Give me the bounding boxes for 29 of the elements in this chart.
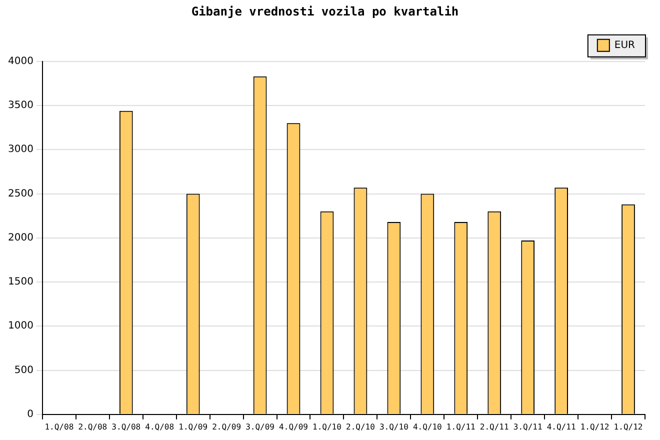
x-tick-label: 4.Q/08 xyxy=(145,422,174,432)
y-tick-label: 2500 xyxy=(8,188,34,200)
x-tick-label: 3.Q/08 xyxy=(112,422,141,432)
x-tick-label: 3.Q/11 xyxy=(513,422,542,432)
x-tick-label: 2.Q/10 xyxy=(346,422,376,432)
x-tick-label: 4.Q/10 xyxy=(412,422,442,432)
x-tick-label: 1.Q/09 xyxy=(178,422,208,432)
x-tick-label: 4.Q/11 xyxy=(546,422,576,432)
x-tick-label: 3.Q/10 xyxy=(379,422,409,432)
x-tick-label: 2.Q/09 xyxy=(212,422,242,432)
chart-title: Gibanje vrednosti vozila po kvartalih xyxy=(191,4,459,18)
x-tick-label: 1.Q/08 xyxy=(44,422,74,432)
x-tick-label: 2.Q/11 xyxy=(480,422,509,432)
x-tick-label: 1.Q/12 xyxy=(614,422,643,432)
y-tick-label: 3000 xyxy=(8,144,34,156)
legend-label: EUR xyxy=(614,40,636,51)
x-tick-label: 1.Q/12 xyxy=(580,422,610,432)
x-tick-label: 4.Q/09 xyxy=(279,422,308,432)
x-tick-label: 2.Q/08 xyxy=(78,422,108,432)
x-tick-label: 3.Q/09 xyxy=(246,422,275,432)
y-tick-label: 4000 xyxy=(8,56,34,67)
x-tick-label: 1.Q/10 xyxy=(312,422,342,432)
y-tick-label: 1500 xyxy=(8,276,34,288)
y-tick-label: 2000 xyxy=(8,232,34,244)
x-tick-label: 1.Q/11 xyxy=(446,422,476,432)
y-tick-label: 3500 xyxy=(8,100,34,112)
y-tick-label: 0 xyxy=(27,408,34,420)
y-tick-label: 1000 xyxy=(8,320,34,332)
y-tick-label: 500 xyxy=(14,364,34,376)
